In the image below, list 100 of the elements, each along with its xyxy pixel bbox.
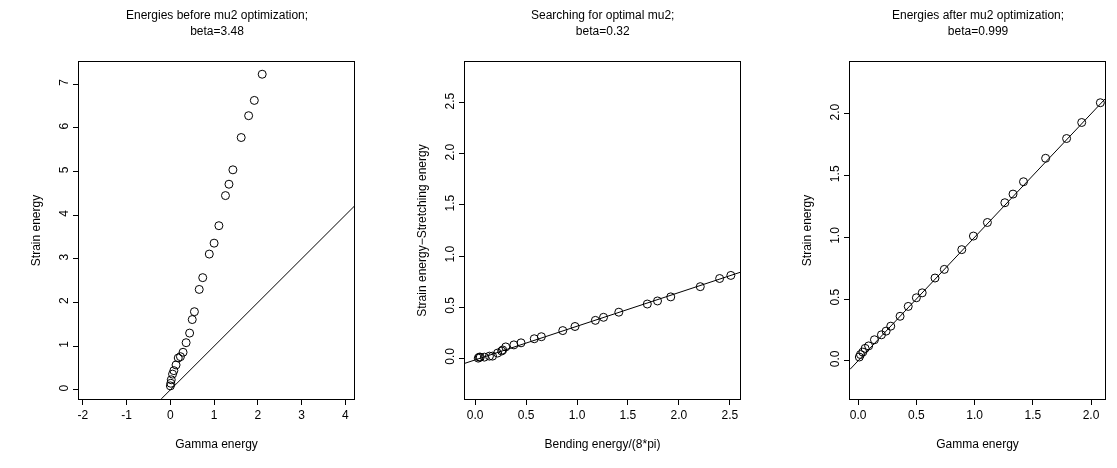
y-axis-title: Strain energy <box>28 194 43 267</box>
point <box>599 312 609 322</box>
point <box>614 307 624 317</box>
y-tick-label: 4 <box>57 209 72 217</box>
x-axis-title: Gamma energy <box>936 437 1019 452</box>
y-tick-label: 6 <box>57 122 72 130</box>
y-tick-label: 0.5 <box>828 288 843 306</box>
x-tick-label: 2 <box>254 408 262 423</box>
y-axis-title: Strain energy−Stretching energy <box>414 144 429 317</box>
x-tick-label: -2 <box>77 408 89 423</box>
y-tick-label: 0.5 <box>443 296 458 314</box>
x-tick-label: 0.5 <box>908 408 926 423</box>
point <box>715 274 725 283</box>
y-tick-label: 1.0 <box>828 226 843 244</box>
point <box>1095 98 1105 108</box>
point <box>869 335 879 345</box>
y-axis-title: Strain energy <box>799 194 814 267</box>
point <box>911 293 921 303</box>
point <box>653 296 662 306</box>
point <box>194 284 204 294</box>
point <box>1000 198 1010 208</box>
y-tick-label: 1.5 <box>443 194 458 212</box>
x-tick-label: 4 <box>341 408 349 423</box>
point <box>590 315 600 325</box>
point <box>864 341 874 351</box>
x-tick-label: 2.0 <box>670 408 688 423</box>
point <box>939 264 949 274</box>
point <box>570 321 580 331</box>
point <box>1008 189 1018 199</box>
y-tick-label: 7 <box>57 78 72 86</box>
point <box>917 288 927 298</box>
point <box>479 352 489 362</box>
x-tick-label: 1.5 <box>1024 408 1042 423</box>
point <box>228 165 238 175</box>
x-tick-label: 0 <box>167 408 175 423</box>
x-tick-label: -1 <box>121 408 133 423</box>
point <box>903 301 913 311</box>
x-tick-label: 3 <box>298 408 306 423</box>
point <box>886 321 896 331</box>
x-tick-label: 1.0 <box>568 408 586 423</box>
point <box>529 334 539 344</box>
point <box>501 342 511 352</box>
point <box>860 343 870 353</box>
point <box>1041 153 1051 163</box>
chart-title: Energies after mu2 optimization; beta=0.999 <box>892 8 1065 38</box>
point <box>209 238 219 248</box>
point <box>516 338 526 348</box>
point <box>493 348 503 358</box>
x-tick-label: 0.0 <box>849 408 867 423</box>
point <box>876 330 886 340</box>
point <box>189 307 199 317</box>
x-axis-title: Bending energy/(8*pi) <box>544 437 661 452</box>
point <box>181 338 191 348</box>
y-tick-label: 2.5 <box>443 92 458 110</box>
point <box>187 315 197 325</box>
point <box>220 191 230 201</box>
point <box>1018 177 1028 187</box>
y-tick-label: 0.0 <box>443 347 458 365</box>
y-tick-label: 5 <box>57 166 72 174</box>
point <box>214 221 224 231</box>
point <box>1062 134 1072 144</box>
y-tick-label: 0.0 <box>828 350 843 368</box>
point <box>171 360 181 370</box>
y-tick-label: 2.0 <box>828 103 843 121</box>
point <box>726 270 736 280</box>
point <box>484 351 494 361</box>
y-tick-label: 1.0 <box>443 245 458 263</box>
x-tick-label: 1.0 <box>966 408 984 423</box>
point <box>536 332 546 342</box>
point <box>488 351 497 361</box>
x-tick-label: 0.5 <box>517 408 535 423</box>
chart-title: Searching for optimal mu2; beta=0.32 <box>531 8 675 38</box>
point <box>666 292 676 302</box>
point <box>244 111 254 121</box>
point <box>982 217 992 227</box>
y-tick-label: 2.0 <box>443 143 458 161</box>
y-tick-label: 0 <box>57 384 72 392</box>
chart-title: Energies before mu2 optimization; beta=3.48 <box>126 8 309 38</box>
point <box>895 311 905 321</box>
point <box>1077 117 1087 127</box>
point <box>185 328 195 338</box>
point <box>178 347 188 357</box>
point <box>642 299 652 309</box>
point <box>257 69 267 79</box>
y-tick-label: 3 <box>57 253 72 261</box>
point <box>881 326 891 336</box>
y-tick-label: 1 <box>57 340 72 348</box>
point <box>204 249 214 259</box>
point <box>249 95 259 105</box>
y-tick-label: 2 <box>57 297 72 305</box>
x-tick-label: 0.0 <box>466 408 484 423</box>
point <box>509 340 519 350</box>
x-tick-label: 2.5 <box>721 408 739 423</box>
x-tick-label: 2.0 <box>1082 408 1100 423</box>
point <box>957 245 967 255</box>
point <box>968 231 978 241</box>
point <box>695 282 705 292</box>
point <box>198 273 208 283</box>
x-tick-label: 1.5 <box>619 408 637 423</box>
point <box>236 133 246 143</box>
